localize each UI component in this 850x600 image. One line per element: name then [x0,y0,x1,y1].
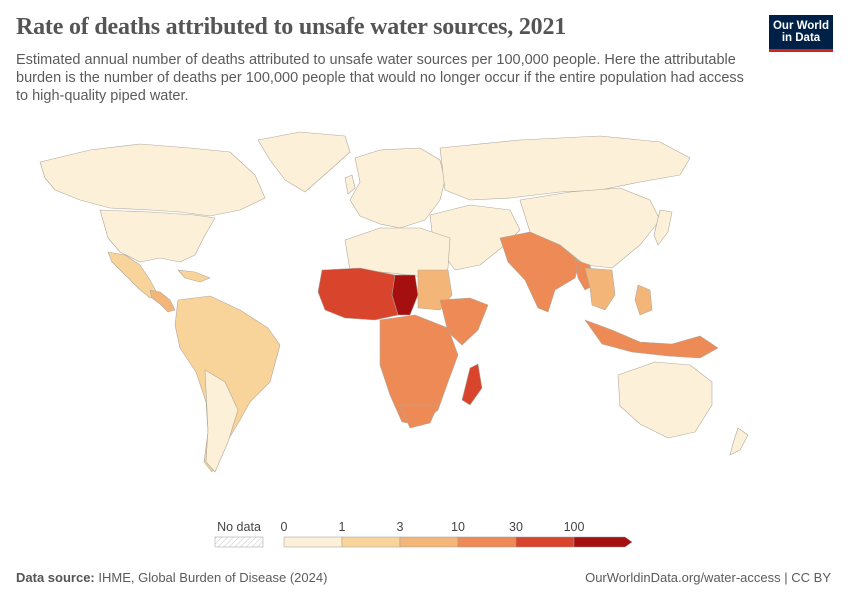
legend-swatch-0[interactable] [283,536,343,548]
region-philippines[interactable] [634,284,653,316]
legend-tick-3: 3 [397,520,404,534]
region-canada[interactable] [39,143,266,217]
region-japan[interactable] [653,209,673,246]
legend-tick-30: 30 [509,520,523,534]
legend-swatch-30[interactable] [515,536,575,548]
data-source-label: Data source: [16,570,95,585]
region-uk[interactable] [344,174,356,195]
region-west-africa[interactable] [317,267,411,321]
region-madagascar[interactable] [461,363,483,406]
region-indonesia[interactable] [584,319,719,359]
region-south-africa[interactable] [399,404,439,429]
region-central-america[interactable] [149,289,176,313]
chart-subtitle: Estimated annual number of deaths attrib… [16,52,744,104]
source-url-link[interactable]: OurWorldinData.org/water-access [585,570,781,585]
logo-line-2: in Data [781,32,821,44]
legend-bins: 0 1 3 10 30 100 [281,520,633,548]
legend-swatch-3[interactable] [399,536,459,548]
footer-links: OurWorldinData.org/water-access | CC BY [585,570,831,585]
region-greenland[interactable] [257,131,351,193]
region-southern-cone[interactable] [204,369,239,473]
legend-tick-0: 0 [281,520,288,534]
legend-no-data-label: No data [217,520,261,534]
footer-separator: | [784,570,792,585]
legend-tick-10: 10 [451,520,465,534]
legend-swatch-100[interactable] [573,536,633,548]
color-legend: No data 0 1 3 10 30 100 [214,520,633,548]
legend-tick-1: 1 [339,520,346,534]
region-south-america[interactable] [174,295,281,473]
logo-line-1: Our World [772,20,829,32]
legend-swatch-1[interactable] [341,536,401,548]
world-map[interactable] [0,120,850,480]
region-south-asia[interactable] [499,231,581,313]
region-australia[interactable] [617,361,713,439]
region-usa[interactable] [99,209,216,263]
region-central-africa[interactable] [379,314,459,426]
license-link[interactable]: CC BY [791,570,831,585]
region-europe[interactable] [349,147,446,229]
chart-title: Rate of deaths attributed to unsafe wate… [16,14,567,40]
data-source: Data source: IHME, Global Burden of Dise… [16,570,327,585]
region-russia[interactable] [439,135,691,201]
region-new-zealand[interactable] [729,427,749,456]
region-caribbean[interactable] [177,269,211,283]
region-chad[interactable] [391,274,419,316]
owid-logo[interactable]: Our World in Data [769,15,833,52]
region-southeast-asia[interactable] [584,267,616,311]
legend-no-data-swatch[interactable] [214,536,264,548]
legend-swatch-10[interactable] [457,536,517,548]
legend-tick-100: 100 [564,520,585,534]
data-source-text: IHME, Global Burden of Disease (2024) [98,570,328,585]
